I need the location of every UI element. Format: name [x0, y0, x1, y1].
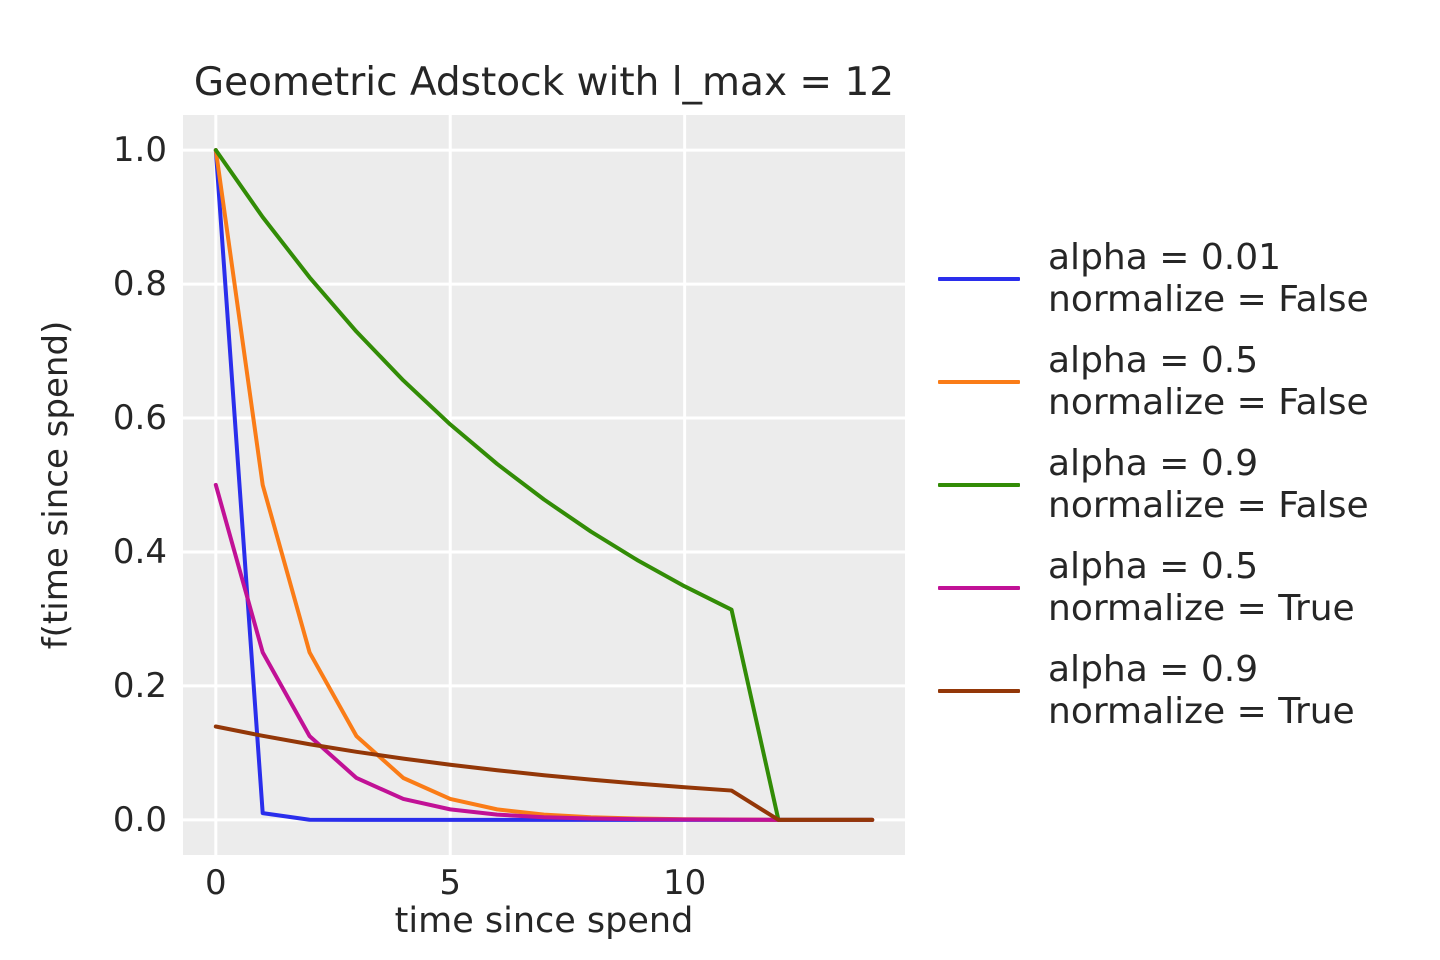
legend-label-line1: alpha = 0.5 [1048, 545, 1259, 587]
y-axis-label: f(time since spend) [36, 320, 76, 650]
legend-line-swatch [938, 379, 1020, 384]
x-tick-label: 10 [663, 863, 707, 903]
plot-area [183, 115, 905, 855]
y-tick-label: 0.4 [112, 531, 167, 572]
legend-label-line2: normalize = False [1048, 484, 1369, 526]
legend-item-2: alpha = 0.9 normalize = False [938, 433, 1369, 536]
legend-label: alpha = 0.01 normalize = False [1048, 237, 1369, 321]
legend-line-swatch [938, 688, 1020, 693]
legend-label-line2: normalize = True [1048, 690, 1355, 732]
x-tick-label: 0 [204, 863, 227, 903]
legend: alpha = 0.01 normalize = False alpha = 0.5… [938, 227, 1369, 742]
legend-item-1: alpha = 0.5 normalize = False [938, 330, 1369, 433]
legend-label: alpha = 0.9 normalize = True [1048, 649, 1355, 733]
y-tick-label: 0.0 [112, 799, 167, 840]
y-tick-label: 0.8 [112, 264, 167, 305]
y-tick-label: 0.2 [112, 665, 167, 706]
y-tick-label: 0.6 [112, 398, 167, 439]
legend-item-4: alpha = 0.9 normalize = True [938, 639, 1369, 742]
legend-label-line1: alpha = 0.9 [1048, 442, 1259, 484]
series-line-2 [213, 148, 875, 822]
chart-title: Geometric Adstock with l_max = 12 [193, 60, 895, 105]
legend-label-line2: normalize = False [1048, 381, 1369, 423]
legend-label-line2: normalize = False [1048, 278, 1369, 320]
legend-label: alpha = 0.9 normalize = False [1048, 443, 1369, 527]
legend-label-line1: alpha = 0.01 [1048, 236, 1281, 278]
y-tick-label: 1.0 [112, 130, 167, 171]
x-tick-label: 5 [439, 863, 462, 903]
series-line-3 [213, 482, 875, 822]
legend-line-swatch [938, 276, 1020, 281]
legend-label: alpha = 0.5 normalize = False [1048, 340, 1369, 424]
x-axis-label: time since spend [394, 901, 694, 941]
legend-item-3: alpha = 0.5 normalize = True [938, 536, 1369, 639]
legend-line-swatch [938, 482, 1020, 487]
legend-label-line2: normalize = True [1048, 587, 1355, 629]
legend-item-0: alpha = 0.01 normalize = False [938, 227, 1369, 330]
legend-label: alpha = 0.5 normalize = True [1048, 546, 1355, 630]
series-line-4 [213, 724, 875, 822]
legend-label-line1: alpha = 0.5 [1048, 339, 1259, 381]
legend-label-line1: alpha = 0.9 [1048, 648, 1259, 690]
legend-line-swatch [938, 585, 1020, 590]
plot-panel [183, 115, 905, 855]
